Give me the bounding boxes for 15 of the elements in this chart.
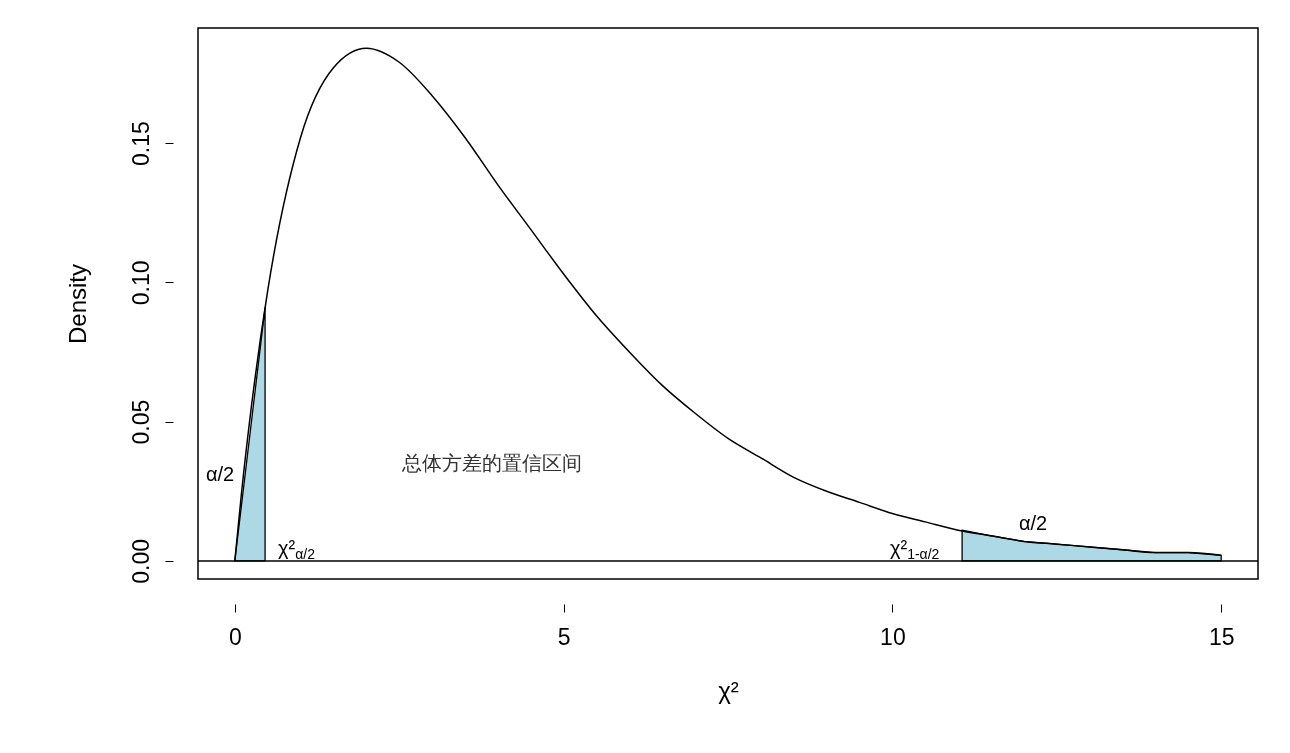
x-tick-label: 10	[880, 623, 906, 650]
y-tick-label: 0.15	[127, 121, 154, 166]
x-axis-title: χ²	[718, 676, 739, 704]
annotation: α/2	[1018, 512, 1048, 534]
annotation: α/2	[205, 463, 235, 485]
y-axis-title: Density	[63, 263, 91, 345]
annotation: χ²$_{α/2}$	[278, 537, 316, 563]
y-tick-label: 0.00	[127, 539, 154, 584]
x-tick-label: 5	[557, 623, 571, 650]
y-tick-label: 0.10	[127, 260, 154, 306]
x-tick-label: 15	[1208, 623, 1235, 650]
y-tick-label: 0.05	[127, 399, 154, 445]
annotation: χ²$_{1-α/2}$	[890, 537, 940, 563]
x-tick-label: 0	[228, 623, 242, 650]
annotation: 总体方差的置信区间	[401, 452, 582, 474]
